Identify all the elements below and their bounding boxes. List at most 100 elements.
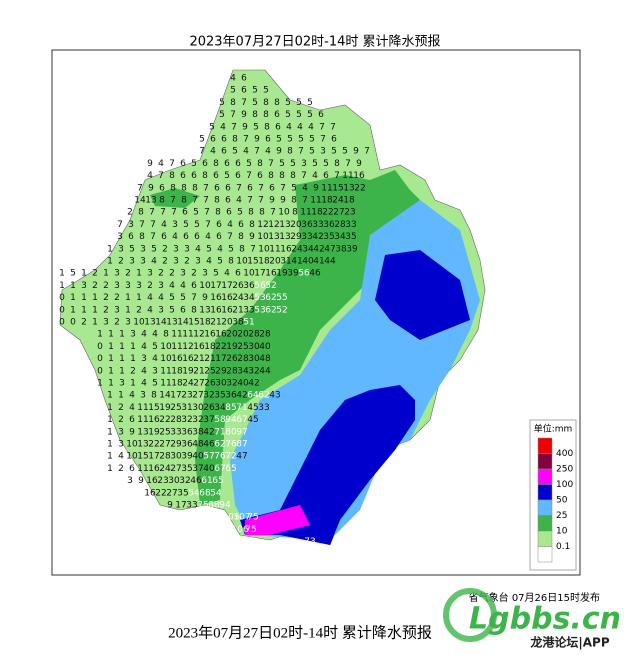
station-value: 1 [130,342,136,352]
station-value: 9 [242,122,248,132]
station-value: 21 [193,354,204,364]
station-value: 14 [177,318,189,328]
station-value: 6 [128,232,134,242]
station-value: 7 [203,183,209,193]
station-value: 6 [265,135,271,145]
station-value: 3 [130,330,136,340]
station-value: 8 [215,208,221,218]
station-value: 9 [313,183,319,193]
station-value: 2 [191,269,197,279]
station-value: 23 [157,476,168,486]
station-value: 29 [290,232,302,242]
station-value: 5 [291,183,297,193]
station-value: 12 [268,220,279,230]
station-value: 18 [171,379,183,389]
station-value: 34 [334,232,346,242]
station-value: 2 [118,464,124,474]
station-value: 2 [130,366,136,376]
station-value: 7 [345,159,351,169]
station-value: 3 [81,281,87,291]
station-value: 11 [137,403,148,413]
station-value: 1 [130,354,136,364]
station-value: 8 [239,244,245,254]
station-value: 36 [181,427,193,437]
station-value: 21 [210,318,221,328]
station-value: 56 [254,281,266,291]
station-value: 1 [108,342,114,352]
station-value: 32 [226,379,237,389]
station-value: 13 [145,196,156,206]
station-value: 107 [233,513,250,523]
legend-swatch [537,515,553,532]
station-value: 7 [171,208,177,218]
station-value: 16 [353,171,365,181]
station-value: 10 [257,232,269,242]
station-value: 3 [119,379,125,389]
map-title: 2023年07月27日02时-14时 累计降水预报 [189,35,440,50]
station-value: 9 [249,232,255,242]
station-value: 72 [225,452,236,462]
station-value: 7 [150,220,156,230]
station-value: 16 [146,476,158,486]
station-value: 30 [215,379,227,389]
station-value: 27 [333,208,344,218]
station-value: 18 [171,366,183,376]
station-value: 4 [302,183,308,193]
station-value: 20 [221,318,233,328]
station-value: 13 [199,305,210,315]
station-value: 1 [118,391,124,401]
station-value: 40 [259,342,271,352]
band-100-250 [245,505,310,535]
station-value: 7 [247,196,253,206]
station-value: 11 [160,379,171,389]
station-value: 2 [114,318,120,328]
station-value: 8 [287,147,293,157]
station-value: 8 [214,196,220,206]
station-value: 5 [285,98,291,108]
station-value: 11 [137,464,148,474]
station-value: 54 [188,488,200,498]
station-value: 88 [208,501,220,511]
station-value: 7 [330,122,336,132]
station-value: 5 [298,135,304,145]
station-value: 2 [103,281,109,291]
station-value: 22 [322,208,333,218]
station-value: 6 [323,171,329,181]
station-value: 5 [237,208,243,218]
station-value: 25 [204,366,215,376]
station-value: 13 [343,183,354,193]
station-value: 7 [246,171,252,181]
station-value: 5 [276,135,282,145]
station-value: 64 [247,391,259,401]
station-value: 4 [220,122,226,132]
station-value: 9 [241,110,247,120]
station-value: 3 [140,244,146,254]
station-value: 5 [70,269,76,279]
station-value: 8 [202,171,208,181]
station-value: 39 [287,269,299,279]
station-value: 0 [97,342,103,352]
station-value: 1 [92,305,98,315]
station-value: 39 [346,244,358,254]
station-value: 5 [253,122,259,132]
station-value: 40 [203,464,215,474]
station-value: 5 [213,269,219,279]
station-value: 26 [232,281,244,291]
station-value: 13 [166,318,177,328]
station-value: 4 [206,257,212,267]
station-value: 7 [160,208,166,218]
station-value: 14 [159,391,171,401]
station-value: 1 [59,269,65,279]
station-value: 20 [269,257,281,267]
station-value: 10 [258,244,270,254]
station-value: 32 [181,415,192,425]
station-value: 17 [170,391,181,401]
station-value: 1 [103,269,109,279]
station-value: 8 [181,196,187,206]
station-value: 20 [290,220,302,230]
station-value: 62 [265,293,276,303]
station-value: 7 [170,196,176,206]
station-value: 5 [232,147,238,157]
station-value: 15 [332,183,343,193]
station-value: 7 [139,220,145,230]
